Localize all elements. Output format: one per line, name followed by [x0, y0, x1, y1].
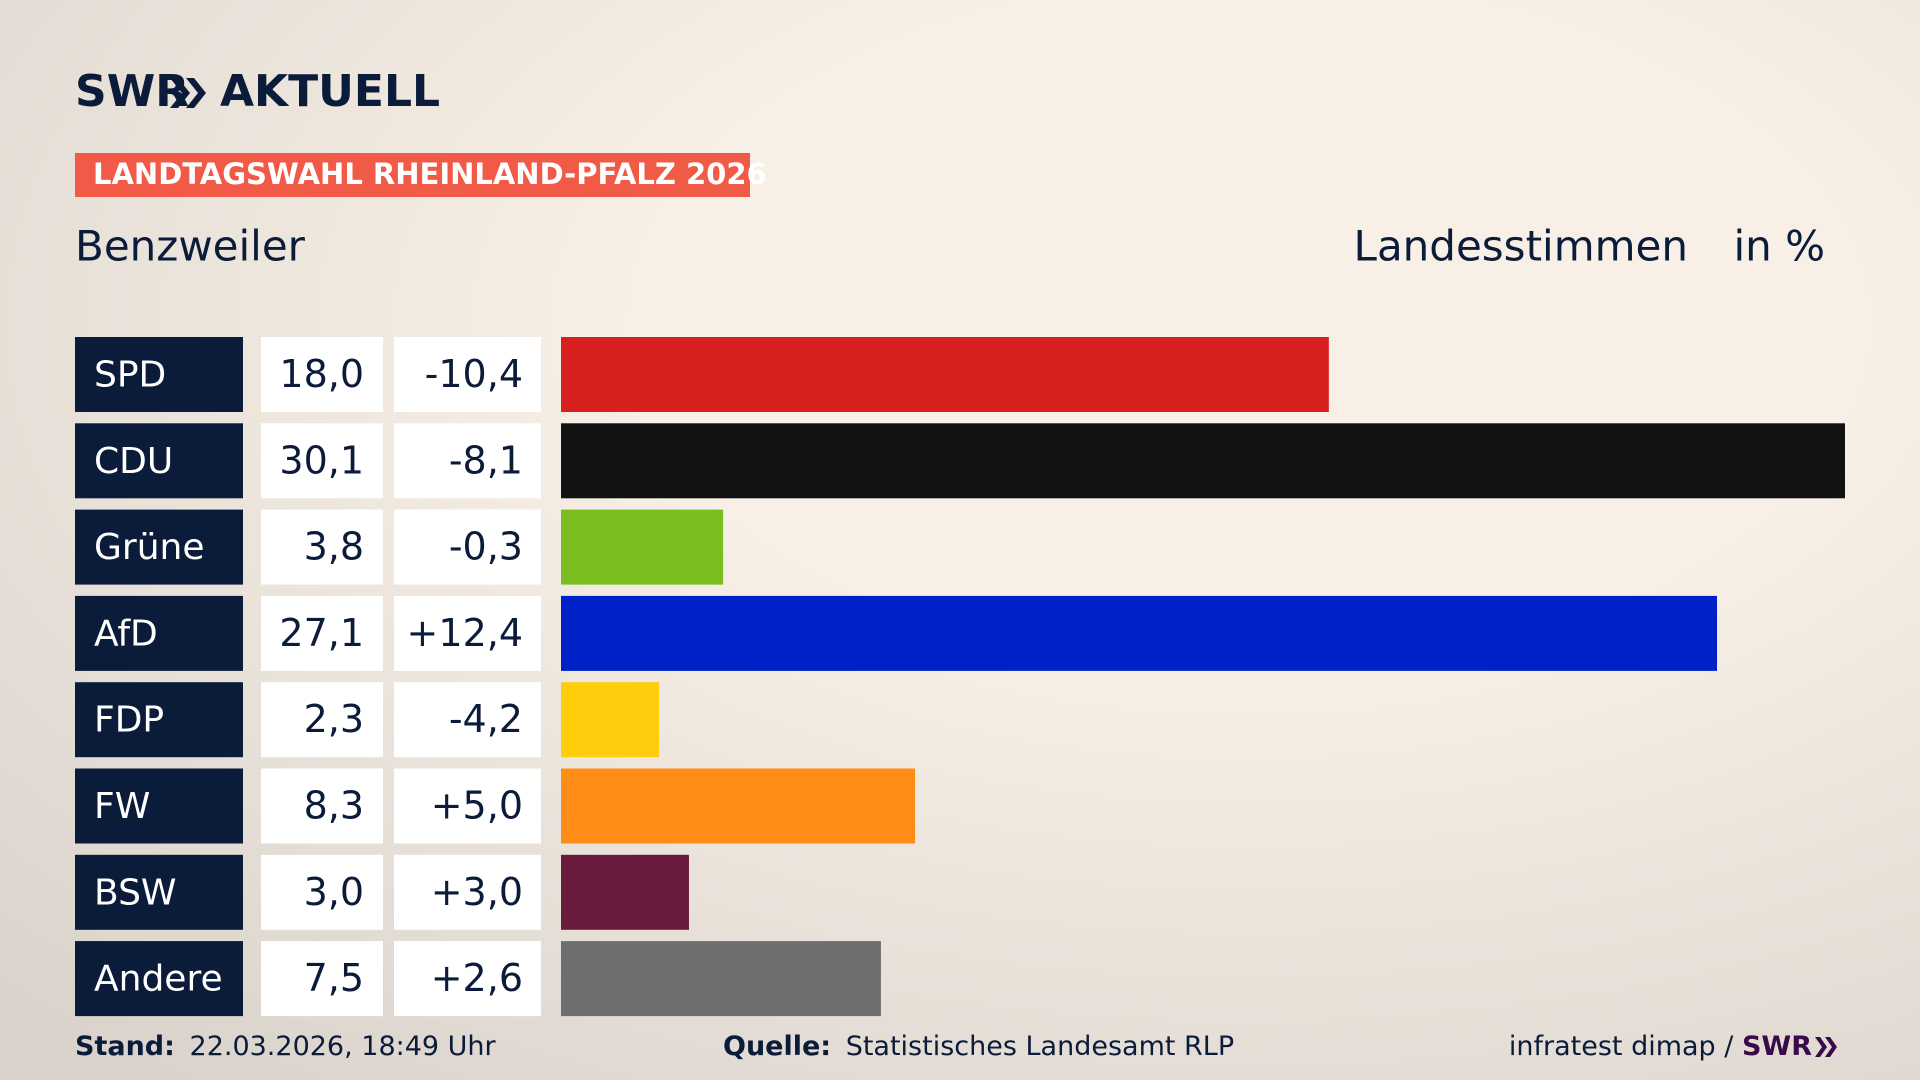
party-label: FDP	[94, 700, 164, 741]
value-box	[261, 682, 383, 758]
value-box	[261, 768, 383, 844]
party-box	[75, 682, 243, 758]
bar	[561, 337, 1329, 412]
bar	[561, 509, 724, 585]
change-box	[394, 509, 541, 585]
change-label: -10,4	[425, 352, 523, 396]
subtitle: Benzweiler	[75, 222, 306, 271]
change-box	[394, 682, 541, 758]
change-box	[394, 595, 541, 671]
credit-chevrons	[1815, 1037, 1837, 1057]
stand-value: 22.03.2026, 18:49 Uhr	[190, 1031, 497, 1062]
bar	[561, 423, 1845, 499]
change-box	[394, 941, 541, 1017]
bar	[561, 682, 660, 758]
source-value: Statistisches Landesamt RLP	[846, 1031, 1234, 1062]
source: Quelle: Statistisches Landesamt RLP	[723, 1031, 1234, 1062]
change-box	[394, 423, 541, 499]
value-box	[261, 337, 383, 412]
party-label: FW	[94, 786, 150, 827]
title-box	[75, 153, 750, 197]
value-label: 30,1	[279, 438, 364, 482]
credit: infratest dimap / SWR	[1509, 1031, 1812, 1062]
change-label: +5,0	[431, 784, 523, 828]
logo: SWR AKTUELL	[75, 66, 440, 117]
change-label: +12,4	[407, 611, 523, 655]
change-box	[394, 337, 541, 412]
party-box	[75, 337, 243, 412]
value-label: 3,0	[304, 870, 364, 914]
party-box	[75, 768, 243, 844]
value-box	[261, 509, 383, 585]
chart-title: LANDTAGSWAHL RHEINLAND-PFALZ 2026	[93, 157, 767, 191]
unit: in %	[1733, 222, 1825, 271]
logo-chevrons	[170, 78, 206, 108]
value-box	[261, 595, 383, 671]
party-label: AfD	[94, 613, 158, 654]
party-label: SPD	[94, 355, 166, 396]
value-box	[261, 854, 383, 930]
change-label: -0,3	[449, 525, 523, 569]
party-label: CDU	[94, 441, 173, 482]
bar	[561, 595, 1718, 671]
bar	[561, 854, 689, 930]
party-box	[75, 854, 243, 930]
stand: Stand: 22.03.2026, 18:49 Uhr	[75, 1031, 497, 1062]
value-label: 2,3	[304, 697, 364, 741]
bar	[561, 941, 881, 1017]
party-box	[75, 941, 243, 1017]
rows: SPD 18,0 -10,4 CDU 30,1 -8,1 Grüne 3,8 -0,3 AfD 27…	[75, 337, 1845, 1017]
source-label: Quelle:	[723, 1031, 831, 1062]
value-label: 27,1	[279, 611, 364, 655]
footer: Stand: 22.03.2026, 18:49 Uhr Quelle: Sta…	[75, 1031, 1837, 1062]
change-label: +2,6	[431, 956, 523, 1000]
value-label: 18,0	[279, 352, 364, 396]
party-box	[75, 595, 243, 671]
party-label: Andere	[94, 959, 223, 1000]
bar	[561, 768, 916, 844]
stand-label: Stand:	[75, 1031, 175, 1062]
value-label: 8,3	[304, 784, 364, 828]
party-box	[75, 509, 243, 585]
party-label: BSW	[94, 872, 177, 913]
change-label: +3,0	[431, 870, 523, 914]
value-label: 7,5	[304, 956, 364, 1000]
logo-swr: SWR	[75, 66, 189, 117]
change-label: -8,1	[449, 438, 523, 482]
credit-text: infratest dimap /	[1509, 1031, 1742, 1062]
party-box	[75, 423, 243, 499]
change-box	[394, 854, 541, 930]
logo-aktuell: AKTUELL	[220, 66, 440, 117]
credit-brand: SWR	[1742, 1031, 1812, 1062]
change-label: -4,2	[449, 697, 523, 741]
value-header: Landesstimmen	[1354, 222, 1688, 271]
value-label: 3,8	[304, 525, 364, 569]
party-label: Grüne	[94, 527, 204, 568]
value-box	[261, 423, 383, 499]
change-box	[394, 768, 541, 844]
value-box	[261, 941, 383, 1017]
